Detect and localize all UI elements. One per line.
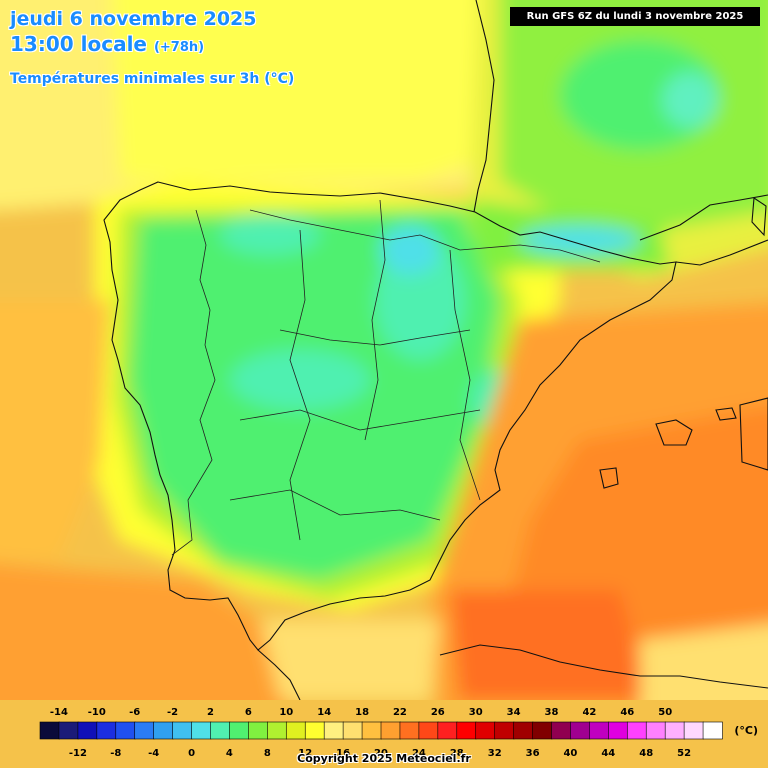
- legend-swatch: [683, 721, 704, 740]
- legend-swatch: [570, 721, 591, 740]
- temperature-field: [0, 0, 768, 700]
- legend-swatch: [342, 721, 363, 740]
- legend-label: 2: [207, 707, 214, 718]
- copyright: Copyright 2025 Meteociel.fr: [297, 752, 471, 765]
- coastline: [103, 0, 768, 700]
- legend-swatch: [96, 721, 117, 740]
- legend-label: 34: [507, 707, 521, 718]
- legend-swatch: [551, 721, 572, 740]
- legend-swatch: [626, 721, 648, 740]
- legend-label: 8: [264, 748, 271, 759]
- legend-label: 6: [245, 707, 252, 718]
- legend-label: 4: [226, 748, 233, 759]
- legend-label: 38: [545, 707, 559, 718]
- borders: [171, 199, 601, 556]
- lead-time: (+78h): [153, 40, 205, 55]
- legend-swatch: [456, 721, 477, 740]
- legend-swatch: [418, 721, 439, 740]
- legend-label: 48: [639, 748, 653, 759]
- legend-swatch: [475, 721, 496, 740]
- legend-swatch: [304, 721, 325, 740]
- legend-label: -6: [129, 707, 140, 718]
- legend-swatch: [285, 721, 307, 740]
- legend-swatch: [134, 721, 155, 740]
- legend-unit: (°C): [734, 724, 758, 737]
- legend-label: 40: [563, 748, 577, 759]
- legend-swatch: [58, 721, 79, 740]
- legend-label: 30: [469, 707, 483, 718]
- legend-swatch: [702, 721, 723, 740]
- variable-title: Températures minimales sur 3h (°C): [10, 71, 295, 87]
- legend-label: 24: [412, 748, 426, 759]
- legend-label: 16: [336, 748, 350, 759]
- legend-label: 36: [526, 748, 540, 759]
- legend-label: -8: [110, 748, 121, 759]
- legend-swatch: [267, 721, 288, 740]
- legend-swatch: [153, 721, 174, 740]
- legend-swatch: [210, 721, 231, 740]
- legend-label: 50: [658, 707, 672, 718]
- legend-label: 44: [601, 748, 615, 759]
- legend-swatch: [229, 721, 250, 740]
- forecast-hour: 13:00 locale: [10, 32, 147, 56]
- legend-swatch: [399, 721, 420, 740]
- legend-label: -2: [167, 707, 178, 718]
- legend-label: 42: [582, 707, 596, 718]
- forecast-date: jeudi 6 novembre 2025: [10, 8, 257, 30]
- legend-swatch: [115, 721, 136, 740]
- legend-top-labels: -14 -10 -6 -2 2 6 10 14 18 22 26 30 34 38 42 46 50: [50, 707, 672, 718]
- legend-label: -12: [69, 748, 87, 759]
- temperature-shading: [0, 0, 768, 700]
- color-legend: -14 -10 -6 -2 2 6 10 14 18 22 26 30 34 38 42 46 50 -12 -8…: [39, 707, 723, 759]
- legend-label: 32: [488, 748, 502, 759]
- legend-label: 46: [620, 707, 634, 718]
- legend-label: 18: [355, 707, 369, 718]
- legend-swatch: [664, 721, 685, 740]
- legend-swatch: [589, 721, 610, 740]
- legend-swatch: [494, 721, 515, 740]
- legend-label: 26: [431, 707, 445, 718]
- legend-swatch: [513, 721, 534, 740]
- legend-label: -10: [88, 707, 106, 718]
- legend-label: 20: [374, 748, 388, 759]
- legend-label: 52: [677, 748, 691, 759]
- legend-swatch: [172, 721, 193, 740]
- legend-swatches: [39, 721, 723, 740]
- legend-swatch: [645, 721, 666, 740]
- legend-swatch: [77, 721, 98, 740]
- legend-label: -4: [148, 748, 159, 759]
- legend-swatch: [608, 721, 629, 740]
- legend-swatch: [437, 721, 458, 740]
- legend-label: 14: [317, 707, 331, 718]
- legend-swatch: [532, 721, 553, 740]
- legend-bottom-labels: -12 -8 -4 0 4 8 12 16 20 24 28 32 36 40 44 48 52: [69, 748, 691, 759]
- legend-swatch: [248, 721, 269, 740]
- legend-label: 22: [393, 707, 407, 718]
- legend-swatch: [191, 721, 212, 740]
- legend-label: -14: [50, 707, 68, 718]
- legend-label: 0: [188, 748, 195, 759]
- legend-label: 12: [298, 748, 312, 759]
- legend-swatch: [361, 721, 382, 740]
- legend-label: 28: [450, 748, 464, 759]
- legend-swatch: [39, 721, 60, 740]
- legend-swatch: [323, 721, 344, 740]
- legend-label: 10: [279, 707, 293, 718]
- forecast-time: 13:00 locale (+78h): [10, 32, 204, 56]
- legend-swatch: [380, 721, 401, 740]
- run-info: Run GFS 6Z du lundi 3 novembre 2025: [510, 7, 760, 26]
